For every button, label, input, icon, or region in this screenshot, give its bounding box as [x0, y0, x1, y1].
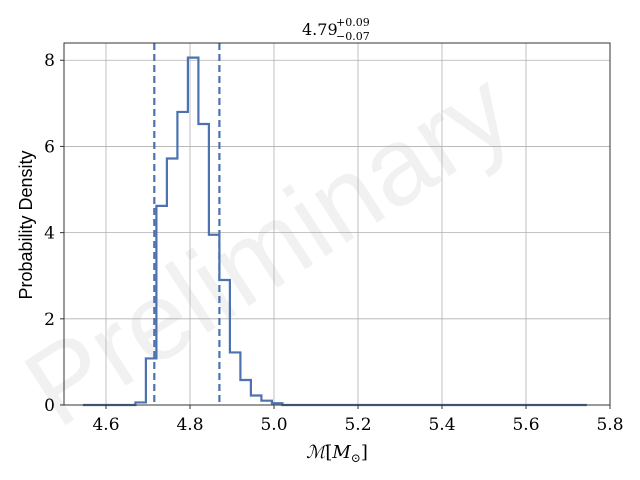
y-tick-label: 2: [44, 310, 55, 330]
y-axis-label: Probability Density: [16, 150, 36, 299]
x-tick-label: 4.8: [176, 415, 203, 435]
y-tick-label: 6: [44, 137, 55, 157]
credible-interval-lines: [153, 43, 221, 405]
x-tick-label: 4.6: [92, 415, 119, 435]
title-upper-error: +0.09: [336, 16, 370, 29]
title-value: 4.79: [302, 20, 338, 39]
svg-text:ℳ[M⊙]: ℳ[M⊙]: [306, 442, 368, 465]
x-tick-label: 5.0: [260, 415, 287, 435]
x-tick-label: 5.8: [596, 415, 623, 435]
x-tick-label: 5.6: [512, 415, 539, 435]
y-tick-label: 4: [44, 224, 55, 244]
plot-frame: [63, 42, 611, 406]
x-label-script: ℳ: [306, 442, 328, 463]
x-tick-label: 5.4: [428, 415, 455, 435]
y-axis-ticks: 0 2 4 6 8: [44, 51, 64, 416]
title-lower-error: −0.07: [336, 30, 370, 43]
x-axis-ticks: 4.6 4.8 5.0 5.2 5.4 5.6 5.8: [92, 405, 624, 435]
watermark-text: Preliminary: [4, 47, 532, 450]
histogram-bars: [82, 56, 587, 407]
x-axis-label: ℳ[M⊙]: [306, 442, 368, 465]
x-tick-label: 5.2: [344, 415, 371, 435]
x-label-inner: M: [331, 442, 351, 463]
y-tick-label: 0: [44, 396, 55, 416]
chart-title: 4.79 +0.09 −0.07: [302, 16, 370, 43]
y-tick-label: 8: [44, 51, 55, 71]
histogram-step-line: [82, 56, 587, 407]
x-label-sub: ⊙: [351, 451, 361, 465]
